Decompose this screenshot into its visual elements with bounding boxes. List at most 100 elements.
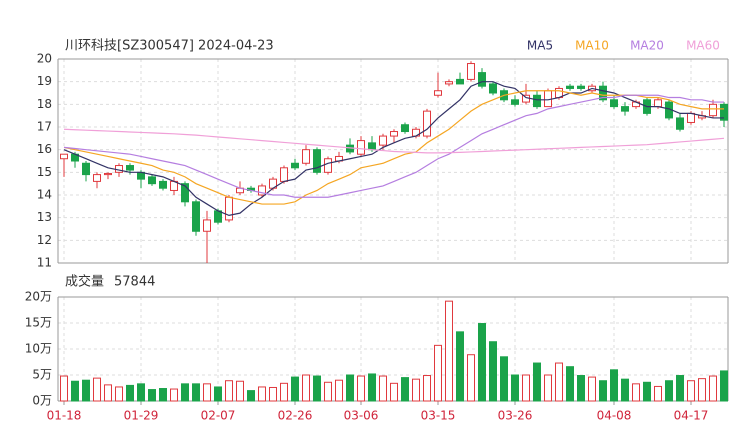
candle-body	[82, 162, 90, 176]
volume-bar	[181, 383, 189, 402]
candle-body	[577, 85, 585, 89]
y-tick-label: 14	[37, 188, 52, 202]
candle-body	[599, 85, 607, 101]
volume-bar	[676, 375, 684, 402]
candle-body	[192, 201, 200, 232]
candle-body	[302, 149, 310, 164]
candle-body	[610, 99, 618, 108]
ma-line	[63, 128, 725, 154]
volume-bar	[137, 383, 145, 402]
candle-body	[621, 106, 629, 112]
volume-bar	[335, 379, 343, 402]
candle-body	[214, 210, 222, 223]
volume-bar	[566, 366, 574, 402]
candle-body	[445, 81, 453, 85]
y-tick-label: 19	[37, 74, 52, 88]
volume-bar	[632, 383, 640, 402]
x-tick-label: 02-07	[201, 409, 236, 423]
candle-body	[709, 103, 717, 117]
volume-bar	[423, 375, 431, 402]
volume-bar	[654, 385, 662, 402]
candle-body	[434, 90, 442, 96]
candle-body	[654, 99, 662, 108]
candle-body	[313, 149, 321, 173]
volume-bar	[115, 386, 123, 402]
volume-bar	[192, 383, 200, 402]
volume-bar	[225, 380, 233, 402]
volume-bar	[467, 354, 475, 402]
legend-label: MA10	[575, 39, 609, 53]
candle-body	[489, 83, 497, 94]
x-tick-label: 04-08	[597, 409, 632, 423]
x-tick-label: 03-06	[344, 409, 379, 423]
candle-body	[456, 78, 464, 85]
candle-body	[566, 85, 574, 89]
candle-body	[148, 176, 156, 185]
y-tick-label: 20	[37, 52, 52, 66]
volume-bar	[522, 374, 530, 402]
candle-body	[423, 110, 431, 137]
volume-bar	[533, 362, 541, 402]
volume-bar	[434, 344, 442, 402]
legend-label: MA5	[527, 39, 553, 53]
candle-body	[368, 142, 376, 151]
y-tick-label: 10万	[25, 342, 52, 356]
y-tick-label: 5万	[32, 368, 52, 382]
volume-bar	[555, 362, 563, 402]
volume-bar	[489, 341, 497, 402]
volume-bar	[313, 375, 321, 402]
candle-body	[115, 165, 123, 173]
volume-bar	[412, 378, 420, 402]
volume-bar	[236, 380, 244, 402]
x-tick-label: 02-26	[278, 409, 313, 423]
volume-bar	[599, 380, 607, 402]
y-tick-label: 11	[37, 256, 52, 270]
volume-bar	[544, 374, 552, 402]
volume-bar	[159, 388, 167, 402]
volume-bar	[621, 378, 629, 402]
y-tick-label: 20万	[25, 290, 52, 304]
candle-body	[60, 153, 68, 160]
y-tick-label: 17	[37, 120, 52, 134]
volume-bar	[401, 377, 409, 402]
candle-body	[291, 162, 299, 169]
x-tick-label: 03-26	[498, 409, 533, 423]
volume-bar	[665, 380, 673, 402]
ma-line	[63, 81, 724, 217]
candle-body	[390, 131, 398, 137]
candle-body	[324, 158, 332, 173]
candle-body	[478, 72, 486, 87]
candle-body	[533, 94, 541, 108]
candle-body	[687, 112, 695, 123]
volume-bar	[379, 375, 387, 402]
volume-bar	[610, 369, 618, 402]
volume-bar	[93, 377, 101, 402]
volume-bar	[687, 380, 695, 402]
legend-label: MA60	[686, 39, 720, 53]
volume-bar	[269, 386, 277, 402]
candle-body	[181, 183, 189, 203]
y-tick-label: 0万	[32, 394, 52, 408]
volume-bar	[148, 389, 156, 402]
y-tick-label: 15万	[25, 316, 52, 330]
volume-bar	[390, 382, 398, 402]
candle-body	[379, 135, 387, 146]
volume-bar	[500, 356, 508, 402]
candle-body	[511, 99, 519, 105]
ma-line	[63, 90, 724, 205]
volume-bar	[302, 374, 310, 402]
volume-bar	[643, 381, 651, 402]
x-tick-label: 03-15	[421, 409, 456, 423]
volume-bar	[588, 376, 596, 402]
volume-bar	[71, 380, 79, 402]
volume-bar	[170, 388, 178, 402]
volume-bar	[203, 383, 211, 402]
volume-bar	[577, 375, 585, 402]
candle-body	[401, 124, 409, 133]
candle-body	[225, 196, 233, 221]
volume-bar	[280, 382, 288, 402]
y-tick-label: 13	[37, 210, 52, 224]
volume-bar	[324, 381, 332, 402]
